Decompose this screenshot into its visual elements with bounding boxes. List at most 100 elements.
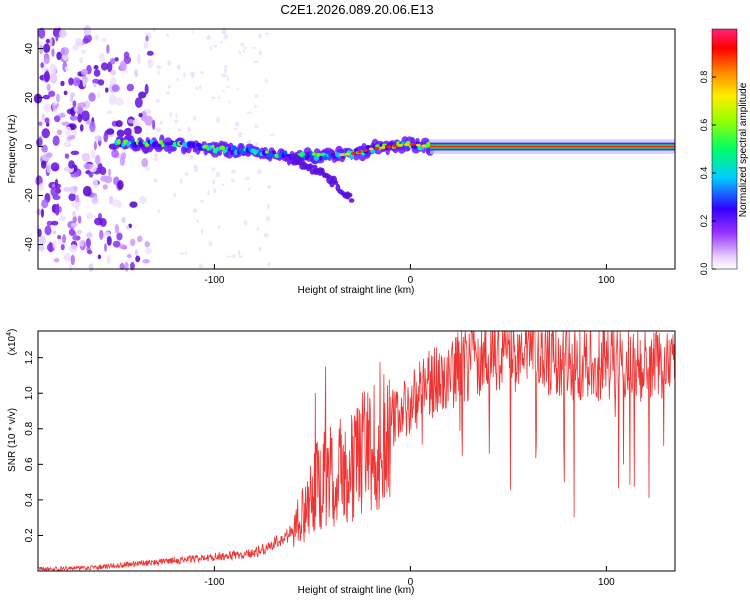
spectrogram-noise-blob <box>62 234 67 244</box>
spectrogram-noise-blob <box>97 254 102 260</box>
track-core <box>231 145 237 151</box>
snr-line-group <box>37 330 676 573</box>
snr-border <box>37 330 676 572</box>
spectrogram-noise-blob <box>53 115 61 123</box>
spectrogram-noise-blob <box>55 34 59 42</box>
spectrogram-noise-blob <box>64 66 70 71</box>
spectrogram-noise-blob <box>45 38 51 44</box>
spectrogram-noise-blob <box>54 207 60 216</box>
spectrogram-y-tick-label: -40 <box>24 237 35 252</box>
spectrogram-noise-blob <box>68 160 75 169</box>
spectrogram-y-tick-label: 20 <box>24 92 35 104</box>
spectrogram-noise-blob <box>60 46 70 56</box>
spectrogram-noise-dot <box>183 72 186 78</box>
spectrogram-noise-dot <box>157 209 160 213</box>
spectrogram-noise-dot <box>243 46 247 50</box>
spectrogram-noise-blob <box>49 36 53 48</box>
spectrogram-noise-blob <box>103 132 109 143</box>
spectrogram-noise-blob <box>138 112 143 118</box>
spectrogram-noise-blob <box>70 172 79 178</box>
spectrogram-noise-blob <box>100 62 109 71</box>
spectrogram-noise-blob <box>64 153 70 159</box>
spectrogram-noise-blob <box>77 215 82 224</box>
spectrogram-noise-blob <box>96 92 101 99</box>
spectrogram-noise-dot <box>184 172 190 176</box>
spectrogram-noise-dot <box>225 85 230 88</box>
spectrogram-noise-blob <box>126 83 135 92</box>
snr-x-tick-label: -100 <box>204 577 224 588</box>
spectrogram-y-ticks: -40 -20 0 20 40 <box>24 43 43 252</box>
track-core <box>227 147 232 152</box>
track-peak <box>409 142 415 146</box>
spectrogram-heat <box>33 25 675 272</box>
spectrogram-noise-dot <box>243 220 248 226</box>
spectrogram-y-tick-label: -20 <box>24 188 35 203</box>
spectrogram-noise-blob <box>83 163 93 170</box>
spectrogram-noise-dot <box>265 216 271 222</box>
spectrogram-noise-blob <box>111 149 119 159</box>
track-core <box>413 144 417 150</box>
spectrogram-noise-blob <box>36 208 42 216</box>
spectrogram-border <box>37 28 676 270</box>
spectrogram-noise-blob <box>100 175 108 182</box>
spectrogram-noise-blob <box>63 186 70 192</box>
spectrogram-noise-dot <box>207 34 211 39</box>
spectrogram-noise-dot <box>221 183 225 186</box>
spectrogram-noise-dot <box>267 185 271 189</box>
colorbar: 0.0 0.2 0.4 0.6 0.8 Normalized spectral ampl… <box>699 28 749 275</box>
spectrogram-noise-dot <box>226 76 230 82</box>
branch-blob <box>333 180 339 185</box>
spectrogram-noise-blob <box>81 49 87 54</box>
snr-y-tick-label: 1.2 <box>24 350 35 364</box>
spectrogram-noise-blob <box>94 154 101 166</box>
spectrogram-noise-blob <box>43 103 52 113</box>
spectrogram-noise-dot <box>257 168 262 175</box>
spectrogram-noise-dot <box>208 240 213 247</box>
spectrogram-noise-dot <box>209 45 213 51</box>
spectrogram-noise-blob <box>138 91 147 99</box>
spectrogram-noise-blob <box>143 42 149 49</box>
spectrogram-noise-blob <box>109 57 116 65</box>
spectrogram-noise-dot <box>153 157 158 162</box>
spectrogram-noise-blob <box>116 232 123 241</box>
spectrogram-x-label: Height of straight line (km) <box>298 285 415 296</box>
spectrogram-noise-dot <box>173 120 179 124</box>
spectrogram-noise-blob <box>145 247 153 255</box>
track-core <box>195 142 202 148</box>
spectrogram-noise-blob <box>112 240 121 248</box>
spectrogram-noise-blob <box>99 229 104 240</box>
track-core <box>313 155 319 161</box>
track-halo <box>353 154 360 161</box>
track-peak <box>356 150 362 154</box>
spectrogram-y-tick-label: 0 <box>24 143 35 149</box>
carrier-band-core <box>430 145 675 148</box>
spectrogram-noise-dot <box>212 179 216 185</box>
spectrogram-noise-blob <box>41 128 50 139</box>
spectrogram-noise-blob <box>97 79 105 86</box>
snr-y-tick-label: 1.0 <box>24 386 35 400</box>
spectrogram-noise-blob <box>52 135 60 147</box>
spectrogram-noise-blob <box>92 178 99 189</box>
spectrogram-noise-blob <box>106 44 110 54</box>
spectrogram-noise-dot <box>155 127 159 131</box>
spectrogram-noise-dot <box>153 152 159 159</box>
spectrogram-noise-dot <box>167 60 172 66</box>
spectrogram-noise-dot <box>177 128 182 133</box>
spectrogram-x-tick-label: 100 <box>598 275 615 286</box>
spectrogram-noise-blob <box>117 180 124 190</box>
track-halo <box>167 143 173 154</box>
spectrogram-noise-blob <box>119 262 125 271</box>
spectrogram-noise-blob <box>63 252 72 262</box>
spectrogram-noise-blob <box>99 166 107 176</box>
spectrogram-noise-blob <box>49 63 57 75</box>
spectrogram-noise-dot <box>238 50 241 55</box>
spectrogram-noise-blob <box>144 241 150 248</box>
spectrogram-noise-dot <box>231 169 236 174</box>
track-peak <box>368 147 374 151</box>
spectrogram-noise-blob <box>38 235 47 245</box>
spectrogram-noise-blob <box>152 119 156 130</box>
spectrogram-noise-blob <box>44 117 50 124</box>
spectrogram-noise-blob <box>110 69 116 76</box>
snr-y-scale-note: (x104) <box>6 329 18 356</box>
spectrogram-noise-blob <box>50 73 58 84</box>
